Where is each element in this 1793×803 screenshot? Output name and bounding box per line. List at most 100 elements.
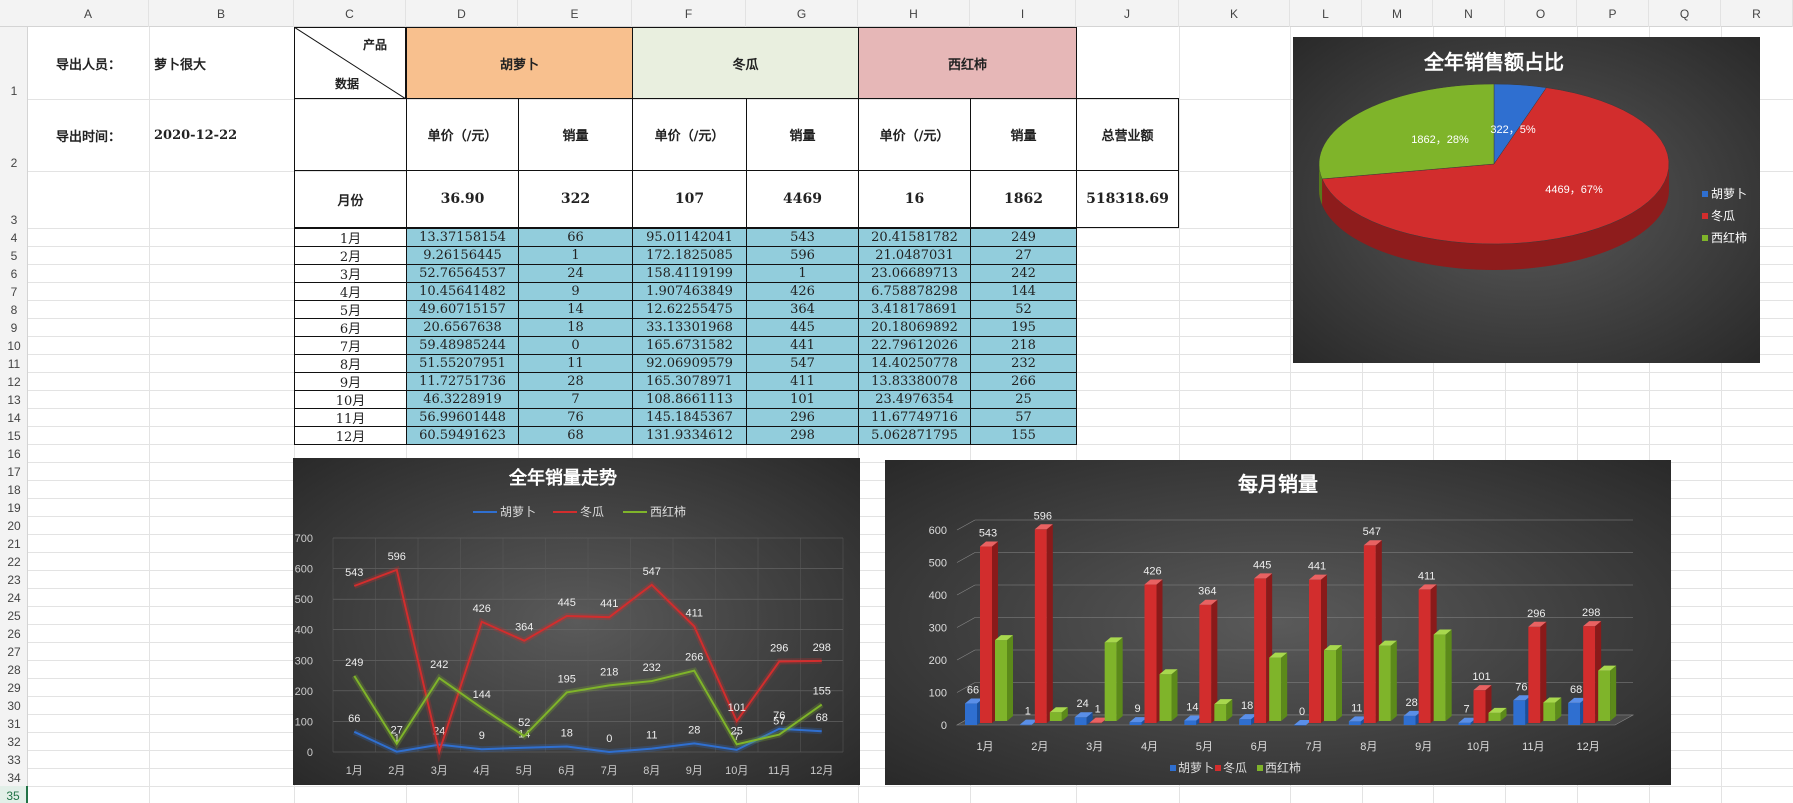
table-cell[interactable]: 298 [746,426,859,445]
row-header-25[interactable]: 25 [7,609,21,623]
table-cell[interactable]: 145.1845367 [632,408,747,427]
summary-cell[interactable]: 4469 [746,170,859,228]
row-header-1[interactable]: 1 [10,84,18,98]
table-cell[interactable]: 18 [518,318,633,337]
row-header-5[interactable]: 5 [10,249,18,263]
row-header-35[interactable]: 35 [0,786,28,803]
table-cell[interactable]: 9.26156445 [406,246,519,265]
table-cell[interactable]: 0 [518,336,633,355]
table-cell[interactable]: 411 [746,372,859,391]
row-header-17[interactable]: 17 [7,465,21,479]
month-cell[interactable]: 8月 [294,354,407,373]
product-carrot-header[interactable]: 胡萝卜 [406,27,633,99]
month-label-cell[interactable]: 月份 [294,170,407,228]
table-cell[interactable]: 232 [970,354,1077,373]
table-cell[interactable]: 547 [746,354,859,373]
column-header-E[interactable]: E [518,0,632,27]
table-cell[interactable]: 56.99601448 [406,408,519,427]
table-cell[interactable]: 57 [970,408,1077,427]
product-tomato-header[interactable]: 西红柿 [858,27,1077,99]
table-cell[interactable]: 543 [746,228,859,247]
column-header-G[interactable]: G [746,0,858,27]
row-header-12[interactable]: 12 [7,375,21,389]
row-header-10[interactable]: 10 [7,339,21,353]
row-header-3[interactable]: 3 [10,213,18,227]
total-revenue-header[interactable]: 总营业额 [1076,98,1179,171]
column-header-K[interactable]: K [1179,0,1290,27]
row-header-24[interactable]: 24 [7,591,21,605]
row-header-26[interactable]: 26 [7,627,21,641]
row-header-6[interactable]: 6 [10,267,18,281]
column-header-A[interactable]: A [28,0,149,27]
table-cell[interactable]: 11 [518,354,633,373]
month-cell[interactable]: 2月 [294,246,407,265]
row-header-32[interactable]: 32 [7,735,21,749]
row-header-27[interactable]: 27 [7,645,21,659]
table-cell[interactable]: 131.9334612 [632,426,747,445]
table-cell[interactable]: 9 [518,282,633,301]
table-cell[interactable]: 172.1825085 [632,246,747,265]
row-header-7[interactable]: 7 [10,285,18,299]
column-header-C[interactable]: C [294,0,406,27]
waxgourd-sales-header[interactable]: 销量 [746,98,859,171]
row-header-8[interactable]: 8 [10,303,18,317]
month-cell[interactable]: 12月 [294,426,407,445]
table-cell[interactable]: 249 [970,228,1077,247]
row-header-15[interactable]: 15 [7,429,21,443]
table-cell[interactable]: 6.758878298 [858,282,971,301]
table-cell[interactable]: 28 [518,372,633,391]
product-waxgourd-header[interactable]: 冬瓜 [632,27,859,99]
table-cell[interactable]: 52.76564537 [406,264,519,283]
table-cell[interactable]: 445 [746,318,859,337]
summary-cell[interactable]: 518318.69 [1076,170,1179,228]
column-header-M[interactable]: M [1362,0,1433,27]
table-cell[interactable]: 52 [970,300,1077,319]
table-cell[interactable]: 101 [746,390,859,409]
row-header-14[interactable]: 14 [7,411,21,425]
table-cell[interactable]: 66 [518,228,633,247]
column-header-L[interactable]: L [1290,0,1362,27]
table-cell[interactable]: 25 [970,390,1077,409]
row-header-9[interactable]: 9 [10,321,18,335]
table-cell[interactable]: 22.79612026 [858,336,971,355]
summary-cell[interactable]: 16 [858,170,971,228]
row-header-33[interactable]: 33 [7,753,21,767]
table-cell[interactable]: 76 [518,408,633,427]
table-cell[interactable]: 20.18069892 [858,318,971,337]
table-cell[interactable]: 218 [970,336,1077,355]
month-cell[interactable]: 7月 [294,336,407,355]
summary-cell[interactable]: 322 [518,170,633,228]
table-cell[interactable]: 296 [746,408,859,427]
month-cell[interactable]: 1月 [294,228,407,247]
tomato-sales-header[interactable]: 销量 [970,98,1077,171]
row-header-34[interactable]: 34 [7,771,21,785]
table-cell[interactable]: 14 [518,300,633,319]
table-cell[interactable]: 20.41581782 [858,228,971,247]
row-header-31[interactable]: 31 [7,717,21,731]
row-header-28[interactable]: 28 [7,663,21,677]
row-header-13[interactable]: 13 [7,393,21,407]
table-cell[interactable]: 266 [970,372,1077,391]
column-header-I[interactable]: I [970,0,1076,27]
table-cell[interactable]: 20.6567638 [406,318,519,337]
pie-chart[interactable]: 全年销售额占比 322，5% 4469，67% 1862，28% 胡萝卜 冬瓜 西红柿 [1293,37,1760,363]
column-header-J[interactable]: J [1076,0,1179,27]
column-header-R[interactable]: R [1721,0,1793,27]
row-header-4[interactable]: 4 [10,231,18,245]
table-cell[interactable]: 1 [518,246,633,265]
row-header-16[interactable]: 16 [7,447,21,461]
table-cell[interactable]: 426 [746,282,859,301]
column-header-O[interactable]: O [1505,0,1577,27]
table-cell[interactable]: 23.4976354 [858,390,971,409]
row-header-18[interactable]: 18 [7,483,21,497]
month-cell[interactable]: 3月 [294,264,407,283]
line-chart[interactable]: 全年销量走势 胡萝卜 冬瓜 西红柿 0 100 200 300 400 500 600 700 1月 2月… [293,458,860,785]
month-cell[interactable]: 11月 [294,408,407,427]
table-cell[interactable]: 59.48985244 [406,336,519,355]
row-header-20[interactable]: 20 [7,519,21,533]
table-cell[interactable]: 49.60715157 [406,300,519,319]
table-cell[interactable]: 33.13301968 [632,318,747,337]
table-cell[interactable]: 12.62255475 [632,300,747,319]
column-header-D[interactable]: D [406,0,518,27]
table-cell[interactable]: 242 [970,264,1077,283]
